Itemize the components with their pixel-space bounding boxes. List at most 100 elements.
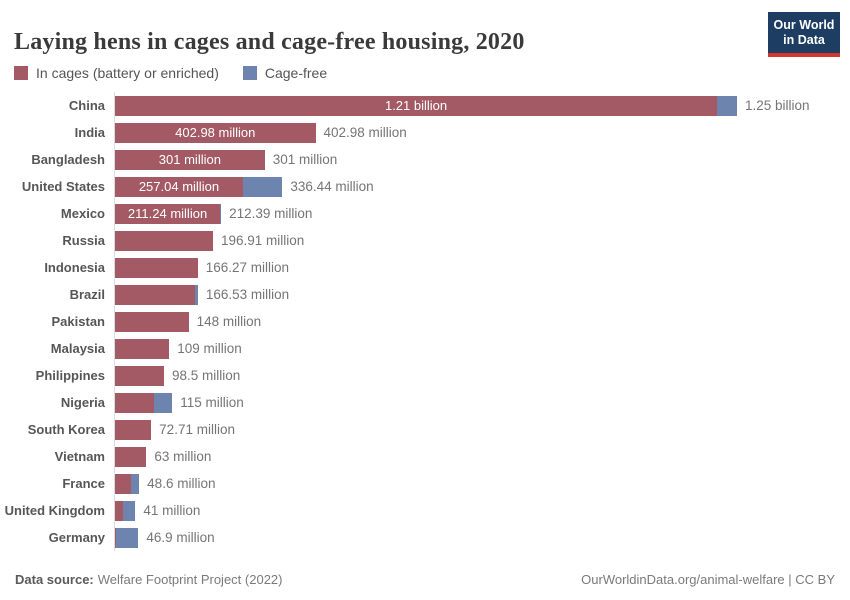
country-label: United Kingdom	[4, 503, 105, 518]
bar-track: 98.5 million	[114, 362, 850, 389]
chart-row: Vietnam 63 million	[0, 443, 850, 470]
bar-track: 72.71 million	[114, 416, 850, 443]
country-label: Brazil	[69, 287, 105, 302]
total-label: 41 million	[143, 503, 201, 518]
legend-item-in-cages[interactable]: In cages (battery or enriched)	[14, 65, 219, 81]
bar-in-cages[interactable]: 257.04 million	[115, 176, 243, 197]
legend-label-cage-free: Cage-free	[264, 65, 328, 81]
bar-in-cages[interactable]	[115, 257, 198, 278]
bar-track: 166.27 million	[114, 254, 850, 281]
in-cages-swatch-icon	[14, 66, 28, 80]
country-label: Germany	[48, 530, 105, 545]
bar-value-inside: 301 million	[158, 152, 221, 167]
bar-track: 115 million	[114, 389, 850, 416]
bar-in-cages[interactable]	[115, 230, 213, 251]
bar-in-cages[interactable]	[115, 500, 123, 521]
country-label: Malaysia	[50, 341, 105, 356]
bar-cage-free[interactable]	[122, 500, 136, 521]
bar-track: 211.24 million 212.39 million	[114, 200, 850, 227]
legend-item-cage-free[interactable]: Cage-free	[242, 65, 328, 81]
chart-row: Nigeria 115 million	[0, 389, 850, 416]
bar-cage-free[interactable]	[242, 176, 283, 197]
total-label: 166.27 million	[205, 260, 290, 275]
chart-row: Indonesia 166.27 million	[0, 254, 850, 281]
bar-in-cages[interactable]	[115, 284, 196, 305]
bar-in-cages[interactable]: 402.98 million	[115, 122, 316, 143]
bar-in-cages[interactable]	[115, 311, 189, 332]
bar-track: 48.6 million	[114, 470, 850, 497]
chart-row: Bangladesh 301 million 301 million	[0, 146, 850, 173]
country-label: France	[62, 476, 105, 491]
bar-track: 402.98 million 402.98 million	[114, 119, 850, 146]
total-label: 148 million	[196, 314, 262, 329]
chart-row: China 1.21 billion 1.25 billion	[0, 92, 850, 119]
bar-in-cages[interactable]	[115, 527, 116, 548]
total-label: 46.9 million	[146, 530, 215, 545]
bar-value-inside: 402.98 million	[175, 125, 256, 140]
cage-free-swatch-icon	[242, 66, 257, 80]
country-label: Indonesia	[44, 260, 105, 275]
bar-chart: China 1.21 billion 1.25 billion India 40…	[0, 92, 850, 551]
country-label: Bangladesh	[31, 152, 105, 167]
bar-track: 196.91 million	[114, 227, 850, 254]
chart-row: Germany 46.9 million	[0, 524, 850, 551]
bar-cage-free[interactable]	[116, 527, 139, 548]
bar-in-cages[interactable]	[115, 338, 170, 359]
bar-value-inside: 1.21 billion	[384, 98, 448, 113]
bar-value-inside: 257.04 million	[138, 179, 220, 194]
bar-value-inside: 211.24 million	[127, 206, 208, 221]
country-label: Pakistan	[51, 314, 105, 329]
bar-in-cages[interactable]	[115, 446, 147, 467]
total-label: 212.39 million	[229, 206, 313, 221]
total-label: 1.25 billion	[744, 98, 810, 113]
chart-row: South Korea 72.71 million	[0, 416, 850, 443]
legend-label-in-cages: In cages (battery or enriched)	[36, 65, 219, 81]
bar-in-cages[interactable]: 211.24 million	[115, 203, 221, 224]
chart-row: Malaysia 109 million	[0, 335, 850, 362]
total-label: 109 million	[177, 341, 242, 356]
bar-in-cages[interactable]: 1.21 billion	[115, 95, 718, 116]
chart-row: United States 257.04 million 336.44 mill…	[0, 173, 850, 200]
total-label: 196.91 million	[220, 233, 305, 248]
country-label: Russia	[62, 233, 105, 248]
data-source: Data source: Welfare Footprint Project (2…	[15, 572, 282, 587]
total-label: 72.71 million	[159, 422, 235, 437]
bar-in-cages[interactable]: 301 million	[115, 149, 265, 170]
bar-in-cages[interactable]	[115, 392, 155, 413]
bar-cage-free[interactable]	[717, 95, 737, 116]
bar-track: 1.21 billion 1.25 billion	[114, 92, 850, 119]
chart-row: France 48.6 million	[0, 470, 850, 497]
bar-track: 46.9 million	[114, 524, 850, 551]
country-label: Philippines	[35, 368, 105, 383]
bar-cage-free[interactable]	[195, 284, 198, 305]
bar-track: 63 million	[114, 443, 850, 470]
chart-row: Mexico 211.24 million 212.39 million	[0, 200, 850, 227]
bar-cage-free[interactable]	[220, 203, 222, 224]
country-label: China	[68, 98, 105, 113]
bar-track: 109 million	[114, 335, 850, 362]
bar-cage-free[interactable]	[154, 392, 173, 413]
total-label: 301 million	[272, 152, 338, 167]
bar-track: 166.53 million	[114, 281, 850, 308]
attribution-link[interactable]: OurWorldinData.org/animal-welfare | CC B…	[581, 572, 835, 587]
bar-track: 257.04 million 336.44 million	[114, 173, 850, 200]
chart-rows: China 1.21 billion 1.25 billion India 40…	[0, 92, 850, 551]
total-label: 63 million	[154, 449, 212, 464]
total-label: 115 million	[180, 395, 244, 410]
chart-row: United Kingdom 41 million	[0, 497, 850, 524]
total-label: 98.5 million	[172, 368, 241, 383]
chart-row: Brazil 166.53 million	[0, 281, 850, 308]
country-label: Vietnam	[54, 449, 105, 464]
owid-logo-line2: in Data	[783, 33, 825, 47]
data-source-text: Welfare Footprint Project (2022)	[97, 572, 283, 587]
bar-in-cages[interactable]	[115, 473, 131, 494]
bar-in-cages[interactable]	[115, 419, 152, 440]
chart-row: India 402.98 million 402.98 million	[0, 119, 850, 146]
chart-row: Russia 196.91 million	[0, 227, 850, 254]
bar-in-cages[interactable]	[115, 365, 164, 386]
total-label: 48.6 million	[147, 476, 216, 491]
country-label: United States	[21, 179, 105, 194]
bar-cage-free[interactable]	[130, 473, 140, 494]
chart-row: Pakistan 148 million	[0, 308, 850, 335]
country-label: Mexico	[60, 206, 105, 221]
